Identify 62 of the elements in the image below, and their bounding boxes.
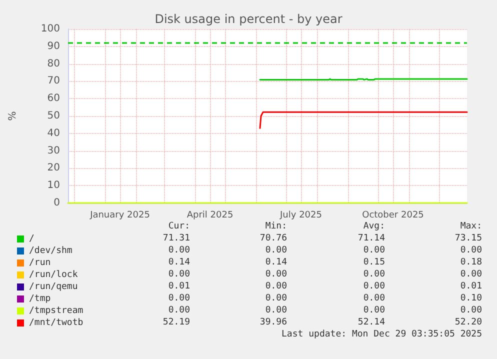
text: 0.00 [265,270,288,280]
text: 0.00 [168,294,190,304]
x-tick-label: January 2025 [89,210,150,220]
y-tick-label: 0 [54,198,60,208]
text: Min: [265,222,287,232]
text: 52.19 [162,318,190,328]
text: 70.76 [260,234,287,244]
text: 0.10 [460,294,482,304]
text: 0.14 [265,258,288,268]
text: 52.14 [358,318,385,328]
text: 0.00 [363,246,386,256]
y-tick-label: 80 [47,58,60,70]
y-tick-label: 70 [47,76,60,87]
chart-title: Disk usage in percent - by year [154,12,342,26]
text: 0.00 [460,306,482,316]
text: 0.01 [460,282,482,292]
text: Cur: [168,222,190,232]
text: 0.00 [363,282,386,292]
y-tick-label: 90 [47,40,60,52]
y-tick-label: 100 [40,24,60,34]
text: 0.00 [168,270,190,280]
text: 71.31 [162,234,190,244]
x-tick-label: April 2025 [186,210,234,220]
text: 0.18 [460,258,482,268]
legend-label: /dev/shm [29,246,72,256]
text: 71.14 [358,234,385,244]
text: 0.00 [363,270,386,280]
text: 52.20 [454,318,482,328]
y-tick-label: 30 [47,145,60,156]
legend-label: /tmpstream [29,306,84,316]
text: Max: [460,222,482,232]
legend-label: /run/lock [29,270,78,280]
legend-label: /tmp [29,294,51,304]
text: 0.00 [168,246,190,256]
text: Last update: Mon Dec 29 03:35:05 2025 [282,330,482,340]
y-tick-label: 10 [47,180,60,192]
legend-label: / [29,234,34,244]
text: 39.96 [260,318,287,328]
y-tick-label: 50 [47,110,60,122]
x-tick-label: October 2025 [362,210,424,220]
legend-label: /run/qemu [29,282,78,292]
text: 0.14 [168,258,190,268]
text: 0.00 [460,246,482,256]
text: 0.00 [265,294,288,304]
y-tick-label: 40 [47,128,60,139]
text: 0.00 [265,282,288,292]
y-axis-title: % [8,111,18,121]
text: 0.00 [363,294,386,304]
legend-label: /mnt/twotb [29,318,84,328]
text: 0.00 [265,246,288,256]
text: 0.00 [460,270,482,280]
legend-label: /run [29,258,51,268]
text: 73.15 [454,234,482,244]
text: Avg: [363,222,385,232]
y-tick-label: 60 [47,93,60,104]
text: 0.01 [168,282,190,292]
y-tick-label: 20 [47,162,60,174]
x-tick-label: July 2025 [279,210,322,220]
text: 0.15 [363,258,386,268]
text: 0.00 [265,306,288,316]
text: 0.00 [363,306,386,316]
text: 0.00 [168,306,190,316]
